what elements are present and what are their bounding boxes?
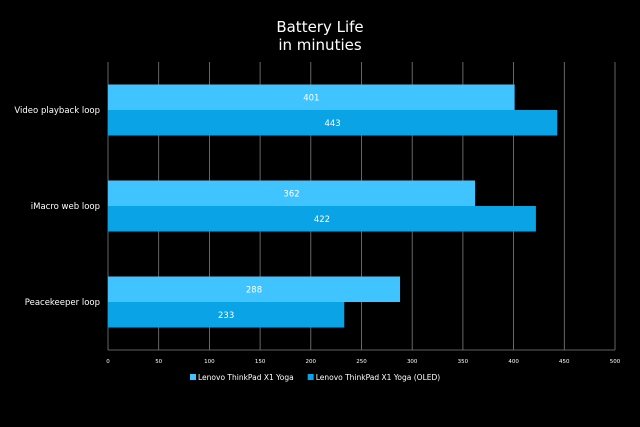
x-tick-label: 450 <box>559 359 570 365</box>
x-tick-label: 250 <box>356 359 367 365</box>
x-tick-label: 350 <box>458 359 469 365</box>
x-tick-label: 500 <box>610 359 621 365</box>
x-tick-label: 300 <box>407 359 418 365</box>
chart-subtitle: in minuties <box>278 36 362 54</box>
bar-thinkpad-oled <box>108 110 558 136</box>
x-tick-label: 0 <box>106 359 110 365</box>
x-tick-label: 100 <box>204 359 215 365</box>
x-tick-label: 200 <box>306 359 317 365</box>
labels-group: 0 50 100 150 200 250 300 350 400 450 500 Video play… <box>14 93 620 365</box>
bar-thinkpad-oled <box>108 206 536 232</box>
legend-swatch <box>190 374 196 380</box>
x-tick-label: 150 <box>255 359 266 365</box>
bar-thinkpad <box>108 276 401 302</box>
legend: Lenovo ThinkPad X1 Yoga Lenovo ThinkPad X… <box>190 373 440 382</box>
legend-label: Lenovo ThinkPad X1 Yoga (OLED) <box>316 373 441 382</box>
legend-label: Lenovo ThinkPad X1 Yoga <box>198 373 294 382</box>
legend-swatch <box>307 374 314 380</box>
bars-group <box>108 84 558 328</box>
bar-thinkpad <box>108 84 515 110</box>
data-label: 443 <box>324 119 340 129</box>
data-label: 288 <box>246 285 262 295</box>
chart-title: Battery Life <box>276 18 363 36</box>
bar-thinkpad <box>108 180 476 206</box>
x-tick-label: 50 <box>155 359 162 365</box>
data-label: 422 <box>314 215 330 225</box>
x-tick-label: 400 <box>508 359 519 365</box>
data-label: 362 <box>283 189 299 199</box>
category-label: iMacro web loop <box>31 202 100 212</box>
category-label: Video playback loop <box>14 106 100 116</box>
data-label: 233 <box>218 311 234 321</box>
data-label: 401 <box>303 93 319 103</box>
bar-thinkpad-oled <box>108 302 345 328</box>
category-label: Peacekeeper loop <box>25 298 100 308</box>
